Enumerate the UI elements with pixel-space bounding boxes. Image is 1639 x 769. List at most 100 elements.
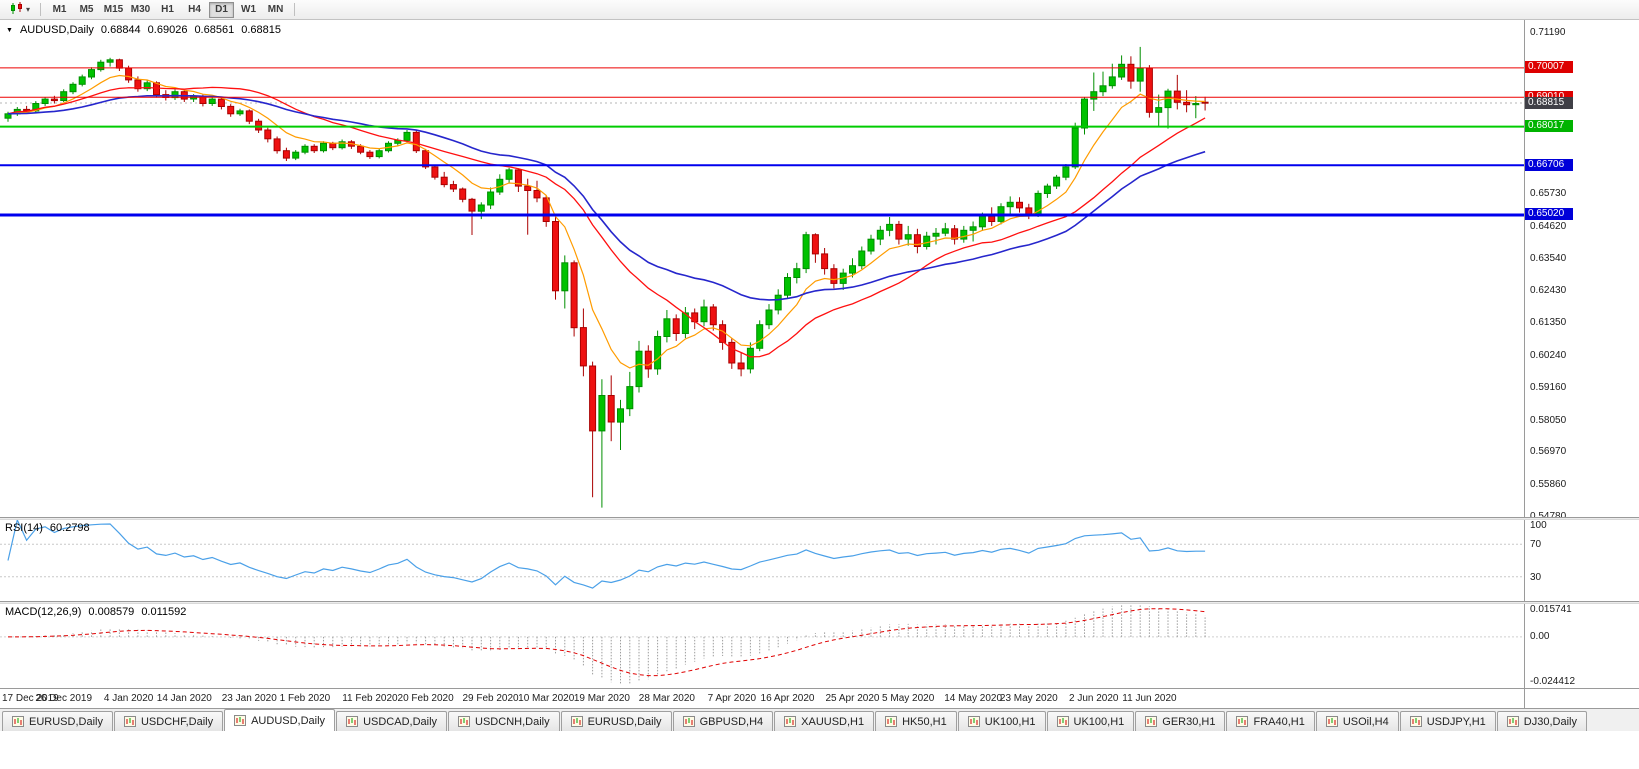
price-scale[interactable]: 0.71190 0.65730 0.64620 0.63540 0.62430 0.613… <box>1524 20 1639 522</box>
price-axis-label: 0.64620 <box>1530 220 1567 232</box>
pane-splitter[interactable] <box>0 601 1639 604</box>
macd-histogram <box>16 603 1206 685</box>
high-value: 0.69026 <box>147 24 188 36</box>
timeframe-button-d1[interactable]: D1 <box>209 1 235 18</box>
price-axis-label: 0.55860 <box>1530 479 1567 491</box>
date-axis-label: 5 May 2020 <box>882 693 935 704</box>
chart-tab-ger30-h1[interactable]: GER30,H1 <box>1135 711 1226 731</box>
timeframe-button-w1[interactable]: W1 <box>236 2 261 18</box>
date-axis-label: 23 Jan 2020 <box>221 693 277 704</box>
macd-signal-value: 0.011592 <box>141 606 187 618</box>
date-axis-label: 19 Mar 2020 <box>573 693 630 704</box>
chart-tab-label: USDCNH,Daily <box>475 715 550 728</box>
price-axis-label: 0.58050 <box>1530 414 1567 426</box>
rsi-scale-label: 100 <box>1530 520 1547 531</box>
top-toolbar: ▾ M1 M5 M15 M30 H1 H4 D1 W1 MN <box>0 0 1639 20</box>
chart-tab-label: UK100,H1 <box>984 715 1036 728</box>
price-chart-canvas[interactable] <box>0 20 1524 517</box>
price-axis-label: 0.61350 <box>1530 317 1567 329</box>
date-axis-label: 25 Apr 2020 <box>825 693 880 704</box>
date-axis-label: 14 May 2020 <box>944 693 1003 704</box>
date-axis-label: 2 Jun 2020 <box>1069 693 1119 704</box>
macd-chart-holder <box>0 603 1524 693</box>
price-axis-label: 0.65730 <box>1530 188 1567 200</box>
chart-tab-icon <box>12 716 24 727</box>
price-line-tag: 0.70007 <box>1525 61 1573 74</box>
chart-tab-icon <box>1236 716 1249 727</box>
timeframe-button-m5[interactable]: M5 <box>74 2 99 18</box>
chart-tab-xauusd-h1[interactable]: XAUUSD,H1 <box>774 711 875 731</box>
candlestick-series <box>4 46 1209 508</box>
chart-type-button[interactable]: ▾ <box>4 1 35 18</box>
chart-tab-eurusd-daily[interactable]: EURUSD,Daily <box>560 711 672 731</box>
chart-tab-label: DJ30,Daily <box>1523 715 1577 728</box>
macd-scale-label: -0.024412 <box>1530 676 1576 687</box>
chart-tab-usdchf-daily[interactable]: USDCHF,Daily <box>113 711 224 731</box>
time-axis[interactable]: 17 Dec 2019 26 Dec 2019 4 Jan 2020 14 Jan 2… <box>0 688 1639 709</box>
chart-tab-gbpusd-h4[interactable]: GBPUSD,H4 <box>672 711 774 731</box>
chart-tab-fra40-h1[interactable]: FRA40,H1 <box>1226 711 1315 731</box>
macd-pane[interactable]: MACD(12,26,9) 0.008579 0.011592 0.015741… <box>0 603 1639 688</box>
chart-region: ▼ AUDUSD,Daily 0.68844 0.69026 0.68561 0… <box>0 20 1639 709</box>
chart-tab-dj30-daily[interactable]: DJ30,Daily <box>1496 711 1587 731</box>
rsi-canvas[interactable] <box>0 518 1524 601</box>
chart-tab-hk50-h1[interactable]: HK50,H1 <box>875 711 957 731</box>
date-axis-label: 4 Jan 2020 <box>103 693 154 704</box>
macd-signal-line <box>8 608 1206 677</box>
chart-tab-label: AUDUSD,Daily <box>251 714 326 727</box>
chart-tab-icon <box>1325 716 1338 727</box>
candlestick-chart-icon <box>9 1 24 18</box>
rsi-scale-label: 30 <box>1530 571 1542 583</box>
timeframe-button-mn[interactable]: MN <box>263 2 288 18</box>
macd-canvas[interactable] <box>0 603 1524 688</box>
timeframe-button-h4[interactable]: H4 <box>182 2 207 18</box>
timeframe-button-m1[interactable]: M1 <box>47 2 72 18</box>
chart-tab-icon <box>1056 716 1069 727</box>
chart-tab-icon <box>234 715 247 726</box>
price-axis-label: 0.71190 <box>1530 27 1566 38</box>
chart-tab-icon <box>123 716 136 727</box>
date-axis-label: 1 Feb 2020 <box>279 693 331 704</box>
open-value: 0.68844 <box>100 24 141 36</box>
chevron-down-icon: ▾ <box>26 5 31 14</box>
macd-scale-label: 0.015741 <box>1530 604 1572 615</box>
price-line-tag: 0.68815 <box>1525 96 1573 109</box>
macd-scale[interactable]: 0.015741 0.00 -0.024412 <box>1524 604 1639 688</box>
chart-tab-usdjpy-h1[interactable]: USDJPY,H1 <box>1399 711 1496 731</box>
chart-tab-icon <box>458 716 471 727</box>
chart-tab-uk100-h1[interactable]: UK100,H1 <box>957 711 1046 731</box>
chart-tab-usdcad-daily[interactable]: USDCAD,Daily <box>336 711 448 731</box>
price-chart-pane[interactable]: ▼ AUDUSD,Daily 0.68844 0.69026 0.68561 0… <box>0 20 1639 522</box>
chart-tab-label: GER30,H1 <box>1162 715 1216 728</box>
chart-tab-label: XAUUSD,H1 <box>801 715 865 728</box>
chart-tab-usdcnh-daily[interactable]: USDCNH,Daily <box>448 711 560 731</box>
date-axis-label: 11 Jun 2020 <box>1122 693 1177 704</box>
price-line-tag: 0.66706 <box>1525 158 1573 171</box>
rsi-scale[interactable]: 100 70 30 <box>1524 520 1639 601</box>
macd-scale-label: 0.00 <box>1530 630 1550 642</box>
chart-tab-icon <box>1145 716 1158 727</box>
price-axis-label: 0.54780 <box>1530 511 1566 522</box>
chart-tab-audusd-daily[interactable]: AUDUSD,Daily <box>224 709 336 731</box>
pane-splitter[interactable] <box>0 517 1639 520</box>
macd-main-value: 0.008579 <box>88 606 135 618</box>
rsi-indicator-label: RSI(14) <box>5 522 43 534</box>
chart-tab-uk100-h1[interactable]: UK100,H1 <box>1046 711 1135 731</box>
chart-tab-label: UK100,H1 <box>1073 715 1125 728</box>
chart-tab-icon <box>682 716 695 727</box>
timeframe-button-h1[interactable]: H1 <box>155 2 180 18</box>
moving-average-sma20-line <box>7 86 1206 358</box>
timeframe-button-m30[interactable]: M30 <box>128 2 153 18</box>
chart-tab-eurusd-daily[interactable]: EURUSD,Daily <box>2 711 113 731</box>
chart-title: ▼ AUDUSD,Daily 0.68844 0.69026 0.68561 0… <box>6 24 281 36</box>
rsi-pane[interactable]: RSI(14) 60.2798 100 70 30 <box>0 518 1639 601</box>
close-value: 0.68815 <box>241 24 281 36</box>
timeframe-button-m15[interactable]: M15 <box>101 2 126 18</box>
chart-tab-label: USDCAD,Daily <box>363 715 438 728</box>
macd-indicator-label: MACD(12,26,9) <box>5 606 82 618</box>
rsi-chart-holder <box>0 518 1524 606</box>
chart-tab-usoil-h4[interactable]: USOil,H4 <box>1315 711 1399 731</box>
chart-tab-label: FRA40,H1 <box>1253 715 1305 728</box>
moving-average-ema8-line <box>7 74 1206 369</box>
